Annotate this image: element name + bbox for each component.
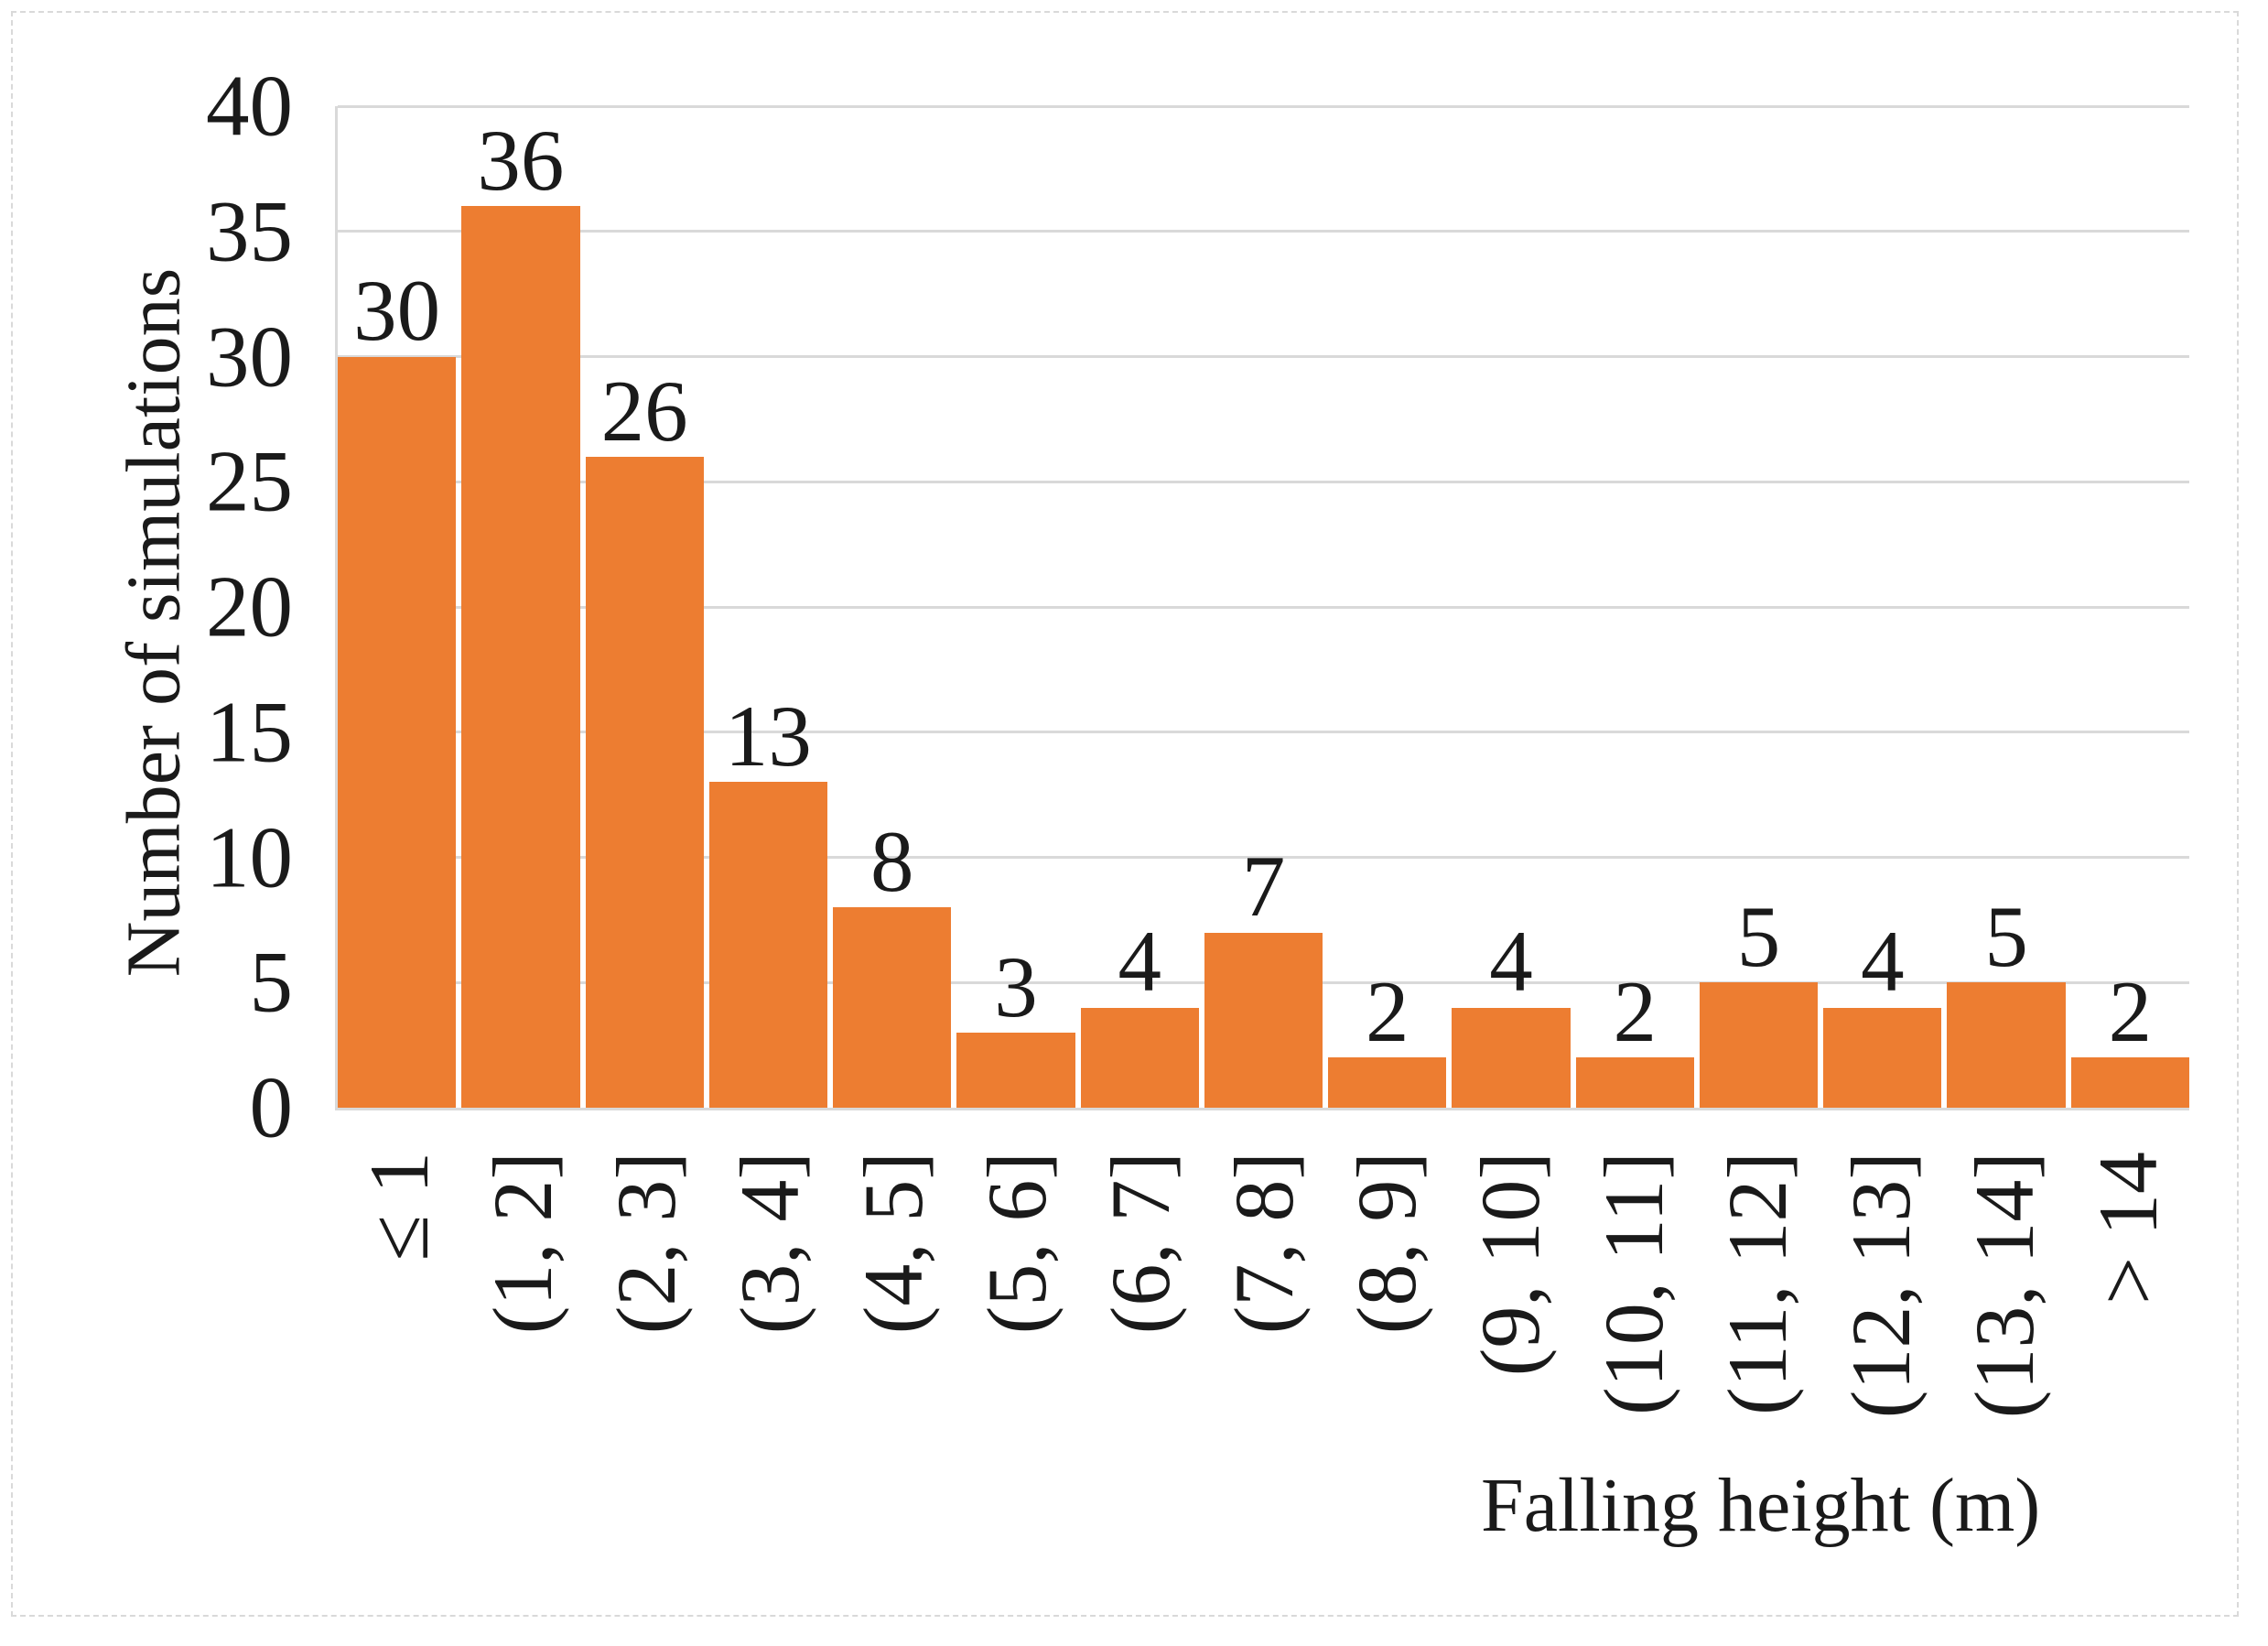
bar-(8, 9]: 2	[1328, 968, 1447, 1108]
x-tick-label-(1, 2]: (1, 2]	[476, 1152, 570, 1335]
y-tick-label-20: 20	[206, 558, 293, 655]
bar-value-label: 3	[994, 937, 1038, 1035]
y-axis-line	[335, 106, 338, 1110]
x-tick-label-(3, 4]: (3, 4]	[723, 1152, 817, 1335]
x-tick-label-(10, 11]: (10, 11]	[1587, 1152, 1681, 1415]
bar-value-label: 4	[1861, 913, 1905, 1011]
bar-value-label: 2	[2108, 962, 2153, 1060]
x-tick-label-(7, 8]: (7, 8]	[1216, 1152, 1311, 1335]
bar-(12, 13]: 4	[1823, 917, 1942, 1108]
gridline-y-30	[338, 355, 2189, 358]
x-axis-line	[335, 1108, 2189, 1110]
plot-area: 30 36 26 13 8 3 4 7 2 4 2 5 4 5 2	[338, 106, 2189, 1108]
bar-> 14: 2	[2070, 968, 2189, 1108]
y-tick-label-30: 30	[206, 308, 293, 405]
bar-value-label: 7	[1241, 838, 1286, 936]
x-tick-label-(5, 6]: (5, 6]	[969, 1152, 1064, 1335]
gridline-y-25	[338, 480, 2189, 483]
gridline-y-40	[338, 104, 2189, 108]
x-tick-label-≤ 1: ≤ 1	[352, 1152, 447, 1262]
bar-value-label: 30	[353, 262, 441, 360]
x-tick-label-(8, 9]: (8, 9]	[1340, 1152, 1434, 1335]
bar-(5, 6]: 3	[956, 943, 1075, 1108]
bar-(9, 10]: 4	[1452, 917, 1571, 1108]
x-tick-label-> 14: > 14	[2080, 1152, 2175, 1305]
bar-value-label: 5	[1736, 887, 1781, 985]
bar-(3, 4]: 13	[708, 692, 828, 1108]
y-tick-label-25: 25	[206, 432, 293, 530]
bar-value-label: 5	[1984, 887, 2028, 985]
x-tick-label-(11, 12]: (11, 12]	[1710, 1152, 1804, 1415]
x-axis-title: Falling height (m)	[1481, 1463, 2041, 1548]
x-tick-label-(9, 10]: (9, 10]	[1463, 1152, 1558, 1377]
x-tick-label-(2, 3]: (2, 3]	[599, 1152, 694, 1335]
x-tick-label-(12, 13]: (12, 13]	[1833, 1152, 1928, 1419]
x-tick-label-(6, 7]: (6, 7]	[1093, 1152, 1187, 1335]
bar-value-label: 2	[1613, 962, 1658, 1060]
bar-(4, 5]: 8	[833, 818, 952, 1108]
bar-value-label: 26	[600, 362, 688, 460]
gridline-y-10	[338, 856, 2189, 859]
x-tick-label-(4, 5]: (4, 5]	[846, 1152, 940, 1335]
gridline-y-35	[338, 230, 2189, 233]
bar-(6, 7]: 4	[1080, 917, 1199, 1108]
bar-(1, 2]: 36	[461, 116, 580, 1108]
bar-(2, 3]: 26	[585, 367, 704, 1108]
bar-value-label: 13	[724, 688, 812, 785]
bar-value-label: 2	[1366, 962, 1409, 1060]
x-tick-label-(13, 14]: (13, 14]	[1957, 1152, 2051, 1419]
bar-(7, 8]: 7	[1204, 842, 1323, 1108]
bar-(11, 12]: 5	[1699, 893, 1819, 1108]
bar-(10, 11]: 2	[1575, 968, 1694, 1108]
y-tick-label-35: 35	[206, 182, 293, 280]
y-tick-label-15: 15	[206, 683, 293, 781]
y-tick-label-40: 40	[206, 57, 293, 155]
bar-(13, 14]: 5	[1947, 893, 2066, 1108]
bar-value-label: 8	[869, 812, 914, 910]
bar-value-label: 4	[1118, 913, 1161, 1011]
gridline-y-20	[338, 605, 2189, 609]
bar-value-label: 4	[1489, 913, 1533, 1011]
bar-value-label: 36	[477, 112, 565, 210]
gridline-y-15	[338, 731, 2189, 734]
y-tick-label-10: 10	[206, 808, 293, 905]
bar-≤ 1: 30	[338, 266, 457, 1108]
y-tick-label-5: 5	[249, 933, 294, 1031]
y-tick-label-0: 0	[249, 1058, 294, 1156]
